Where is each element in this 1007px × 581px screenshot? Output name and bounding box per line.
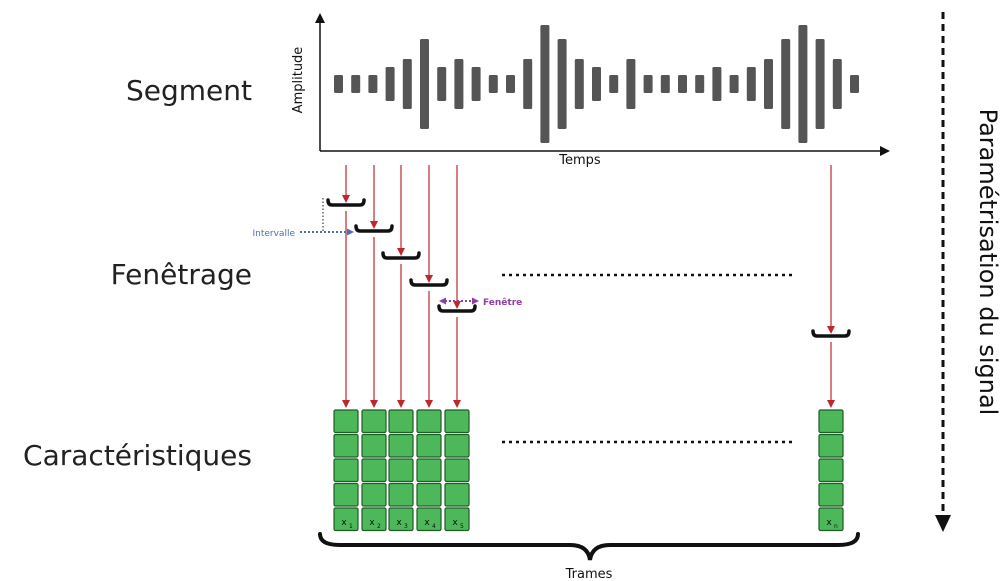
feature-cell bbox=[818, 409, 844, 434]
signal-bar bbox=[471, 67, 481, 101]
stage-label-caracteristiques: Caractéristiques bbox=[23, 439, 252, 472]
signal-plot: Amplitude Temps bbox=[291, 13, 890, 168]
signal-bar bbox=[764, 59, 773, 109]
signal-bar bbox=[557, 39, 567, 129]
feature-cell bbox=[388, 458, 414, 483]
signal-bar bbox=[488, 75, 498, 93]
signal-bar bbox=[574, 59, 584, 109]
signal-bar bbox=[850, 75, 859, 93]
window-bracket bbox=[354, 224, 394, 233]
intervalle-label: Intervalle bbox=[252, 229, 295, 239]
window-bracket bbox=[381, 251, 421, 260]
feature-grid bbox=[333, 409, 844, 532]
signal-bar bbox=[626, 59, 636, 109]
feature-cell bbox=[416, 507, 442, 532]
signal-bar bbox=[523, 59, 533, 109]
signal-bar bbox=[454, 59, 464, 109]
x-axis-label: Temps bbox=[558, 153, 601, 168]
window-bracket bbox=[437, 304, 477, 313]
frame-label: x bbox=[826, 518, 832, 528]
feature-cell bbox=[333, 507, 359, 532]
feature-cell bbox=[361, 507, 387, 532]
frame-label-subscript: 5 bbox=[460, 523, 464, 530]
signal-bar bbox=[678, 75, 687, 93]
feature-cell bbox=[444, 409, 470, 434]
feature-cell bbox=[333, 409, 359, 434]
feature-cell bbox=[388, 507, 414, 532]
feature-cell bbox=[388, 409, 414, 434]
feature-cell bbox=[333, 433, 359, 458]
signal-bar bbox=[712, 67, 722, 101]
signal-bar bbox=[695, 75, 705, 93]
signal-bar bbox=[506, 75, 515, 93]
signal-bar bbox=[385, 67, 395, 101]
frame-label-subscript: 1 bbox=[349, 523, 353, 530]
feature-cell bbox=[361, 433, 387, 458]
signal-bar bbox=[798, 25, 808, 143]
feature-cell bbox=[818, 507, 844, 532]
feature-cell bbox=[818, 433, 844, 458]
feature-cell bbox=[361, 409, 387, 434]
y-axis-label: Amplitude bbox=[291, 47, 306, 114]
parametrisation-arrowhead bbox=[935, 515, 951, 532]
feature-cell bbox=[333, 482, 359, 507]
feature-cell bbox=[416, 482, 442, 507]
frame-label-subscript: 2 bbox=[377, 523, 381, 530]
signal-bar bbox=[592, 67, 601, 101]
frame-label-subscript: 3 bbox=[404, 523, 408, 530]
frame-label-subscript: n bbox=[834, 523, 838, 530]
feature-cell bbox=[361, 458, 387, 483]
feature-cell bbox=[333, 458, 359, 483]
trames-brace bbox=[318, 532, 860, 561]
feature-cell bbox=[444, 433, 470, 458]
feature-cell bbox=[818, 482, 844, 507]
fenetre-annotation: Fenêtre bbox=[439, 297, 522, 308]
window-brackets bbox=[326, 198, 851, 338]
feature-cell bbox=[388, 433, 414, 458]
feature-cell bbox=[818, 458, 844, 483]
signal-bar bbox=[609, 75, 619, 93]
frame-arrows bbox=[342, 165, 835, 408]
window-bracket bbox=[409, 278, 449, 287]
signal-bar bbox=[832, 59, 842, 109]
signal-bar bbox=[660, 75, 670, 93]
signal-bar bbox=[368, 75, 378, 93]
signal-bar bbox=[746, 67, 756, 101]
intervalle-annotation: Intervalle bbox=[252, 198, 354, 239]
signal-bar bbox=[351, 75, 361, 93]
signal-bar bbox=[402, 59, 412, 109]
feature-cell bbox=[361, 482, 387, 507]
frame-label: x bbox=[452, 518, 458, 528]
feature-cell bbox=[444, 458, 470, 483]
signal-bar bbox=[815, 39, 825, 129]
feature-cell bbox=[388, 482, 414, 507]
feature-cell bbox=[444, 482, 470, 507]
signal-bar bbox=[729, 75, 739, 93]
stage-label-fenetrage: Fenêtrage bbox=[111, 258, 252, 291]
window-bracket bbox=[811, 329, 851, 338]
frame-label: x bbox=[396, 518, 402, 528]
trames-label: Trames bbox=[565, 567, 613, 581]
signal-bar bbox=[781, 39, 791, 129]
signal-bar bbox=[420, 39, 429, 129]
feature-cell bbox=[416, 433, 442, 458]
feature-cell bbox=[416, 409, 442, 434]
fenetre-label: Fenêtre bbox=[483, 297, 522, 308]
signal-bar bbox=[540, 25, 550, 143]
window-bracket bbox=[326, 198, 366, 207]
frame-label: x bbox=[424, 518, 430, 528]
frame-label-subscript: 4 bbox=[432, 523, 436, 530]
signal-bar bbox=[334, 75, 343, 93]
feature-cell bbox=[416, 458, 442, 483]
signal-bar bbox=[643, 75, 653, 93]
side-label: Paramétrisation du signal bbox=[974, 109, 1002, 416]
frame-label: x bbox=[341, 518, 347, 528]
signal-bar bbox=[437, 67, 447, 101]
signal-bars bbox=[334, 25, 859, 143]
stage-label-segment: Segment bbox=[126, 74, 252, 107]
feature-cell bbox=[444, 507, 470, 532]
frame-label: x bbox=[369, 518, 375, 528]
